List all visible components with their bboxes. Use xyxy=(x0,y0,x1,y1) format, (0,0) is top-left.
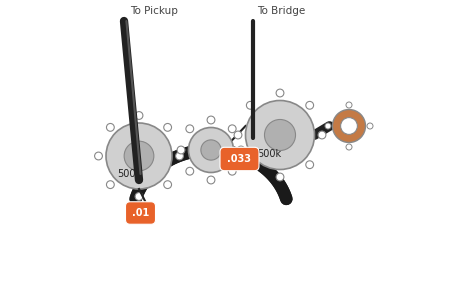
Circle shape xyxy=(207,116,215,124)
Circle shape xyxy=(246,161,254,169)
Circle shape xyxy=(186,167,194,175)
Circle shape xyxy=(135,193,143,200)
Circle shape xyxy=(306,161,313,169)
Circle shape xyxy=(346,144,352,150)
Circle shape xyxy=(325,123,331,129)
Circle shape xyxy=(186,125,194,133)
Circle shape xyxy=(228,167,236,175)
Circle shape xyxy=(107,124,114,131)
Circle shape xyxy=(265,119,296,151)
Text: 500k: 500k xyxy=(117,169,141,179)
Circle shape xyxy=(367,123,373,129)
Text: .033: .033 xyxy=(227,154,251,164)
Circle shape xyxy=(245,100,314,169)
Circle shape xyxy=(276,89,284,97)
Text: To Pickup: To Pickup xyxy=(130,7,178,16)
Circle shape xyxy=(318,131,326,139)
Circle shape xyxy=(207,176,215,184)
Circle shape xyxy=(237,146,245,154)
Circle shape xyxy=(276,173,284,181)
Text: To Bridge: To Bridge xyxy=(258,7,306,16)
Circle shape xyxy=(346,102,352,108)
Circle shape xyxy=(341,118,357,134)
Circle shape xyxy=(164,124,172,131)
Circle shape xyxy=(135,112,143,119)
Circle shape xyxy=(201,140,221,160)
Circle shape xyxy=(246,101,254,109)
Circle shape xyxy=(94,152,102,160)
Circle shape xyxy=(106,123,172,189)
FancyBboxPatch shape xyxy=(220,147,259,171)
Circle shape xyxy=(177,146,185,154)
Text: 500k: 500k xyxy=(258,149,282,159)
Circle shape xyxy=(164,181,172,188)
Circle shape xyxy=(234,131,242,139)
Text: .01: .01 xyxy=(132,208,149,218)
Circle shape xyxy=(124,141,154,171)
Circle shape xyxy=(107,181,114,188)
Circle shape xyxy=(188,128,234,172)
FancyBboxPatch shape xyxy=(125,202,156,224)
Circle shape xyxy=(176,152,183,160)
Circle shape xyxy=(306,101,313,109)
Circle shape xyxy=(228,125,236,133)
Circle shape xyxy=(332,110,366,142)
